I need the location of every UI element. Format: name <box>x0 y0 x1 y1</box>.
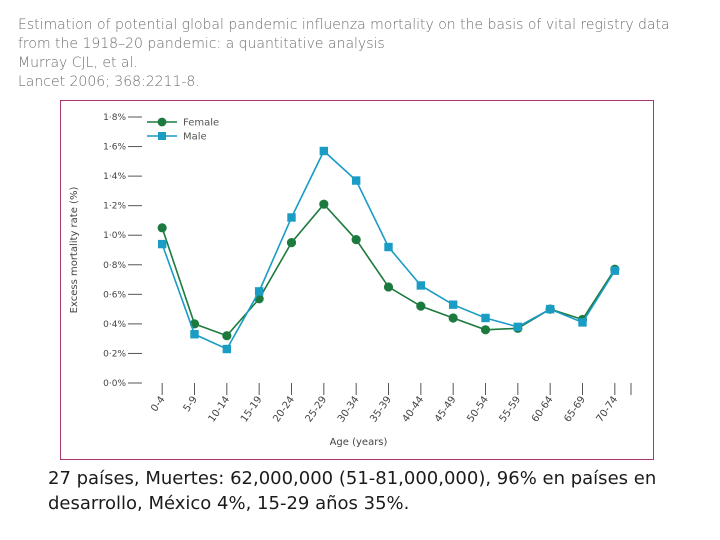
point-female <box>480 325 491 335</box>
caption-line-2: desarrollo, México 4%, 15-29 años 35%. <box>48 493 410 514</box>
y-tick-label: 0·0% <box>103 379 126 389</box>
mortality-line-chart: 0·0% 0·2% 0·4% 0·6% 0·8% 1·0% 1·2% 1·4% 1·6% 1·8%… <box>69 113 632 448</box>
paper-citation: Lancet 2006; 368:2211-8. <box>18 74 200 90</box>
x-tick-label: 65-69 <box>562 394 588 424</box>
point-female <box>448 313 458 323</box>
y-tick-label: 0·2% <box>103 349 126 359</box>
paper-title-line-1: Estimation of potential global pandemic … <box>18 17 670 33</box>
y-tick-label: 0·4% <box>103 320 126 330</box>
legend-marker <box>158 132 166 140</box>
x-tick-label: 35-39 <box>368 394 394 424</box>
point-male <box>319 146 329 156</box>
slide-caption: 27 países, Muertes: 62,000,000 (51-81,00… <box>48 466 688 516</box>
point-male <box>448 300 458 309</box>
x-tick-label: 20-24 <box>271 394 297 424</box>
point-female <box>222 331 232 341</box>
x-tick-label: 15-19 <box>239 394 265 424</box>
x-tick-label: 25-29 <box>304 394 330 424</box>
point-male <box>287 213 296 222</box>
point-male <box>610 266 620 275</box>
paper-authors: Murray CJL, et al. <box>18 55 138 71</box>
y-tick-label: 1·4% <box>103 172 126 182</box>
x-tick-label: 40-44 <box>401 394 427 424</box>
x-tick-label: 5-9 <box>182 394 200 414</box>
chart-frame: 0·0% 0·2% 0·4% 0·6% 0·8% 1·0% 1·2% 1·4% 1·6% 1·8%… <box>60 100 654 460</box>
point-female <box>319 199 329 209</box>
x-tick-label: 55-59 <box>498 394 524 424</box>
legend-label: Female <box>183 118 219 129</box>
point-male <box>513 322 523 332</box>
paper-title-line-2: from the 1918–20 pandemic: a quantitativ… <box>18 36 385 52</box>
series-layer <box>157 146 620 354</box>
x-tick-label: 60-64 <box>530 394 556 424</box>
point-female <box>383 282 394 292</box>
point-male <box>545 304 555 314</box>
x-tick-label: 50-54 <box>465 394 491 424</box>
point-male <box>254 287 264 296</box>
x-tick-label: 10-14 <box>207 394 233 424</box>
x-tick-label: 70-74 <box>595 394 621 424</box>
y-tick-label: 1·6% <box>103 143 126 153</box>
y-tick-label: 0·6% <box>103 290 126 300</box>
series-line-female <box>161 202 616 337</box>
y-tick-label: 1·0% <box>103 231 126 241</box>
slide-header: Estimation of potential global pandemic … <box>18 16 708 92</box>
y-tick-label: 1·8% <box>103 113 126 123</box>
legend: Female Male <box>147 118 219 143</box>
y-tick-label: 0·8% <box>103 261 126 271</box>
point-male <box>190 330 199 339</box>
point-female <box>416 301 426 311</box>
point-female <box>286 238 297 248</box>
legend-marker <box>157 117 167 127</box>
point-male <box>481 313 490 323</box>
point-male <box>384 242 393 252</box>
x-tick-label: 30-34 <box>336 394 362 424</box>
point-male <box>157 239 167 249</box>
point-female <box>157 223 167 233</box>
point-female <box>351 235 361 245</box>
y-axis-title: Excess mortality rate (%) <box>69 187 80 314</box>
y-tick-label: 1·2% <box>103 202 126 212</box>
x-tick-label: 45-49 <box>433 394 459 424</box>
caption-line-1: 27 países, Muertes: 62,000,000 (51-81,00… <box>48 468 657 489</box>
point-male <box>578 318 587 327</box>
x-axis-title: Age (years) <box>330 437 388 448</box>
x-tick-label: 0-4 <box>149 394 167 414</box>
point-male <box>416 281 426 290</box>
point-male <box>351 176 361 185</box>
point-male <box>222 344 232 354</box>
axes-layer: 0·0% 0·2% 0·4% 0·6% 0·8% 1·0% 1·2% 1·4% 1·6% 1·8%… <box>69 113 632 448</box>
legend-label: Male <box>183 132 207 143</box>
